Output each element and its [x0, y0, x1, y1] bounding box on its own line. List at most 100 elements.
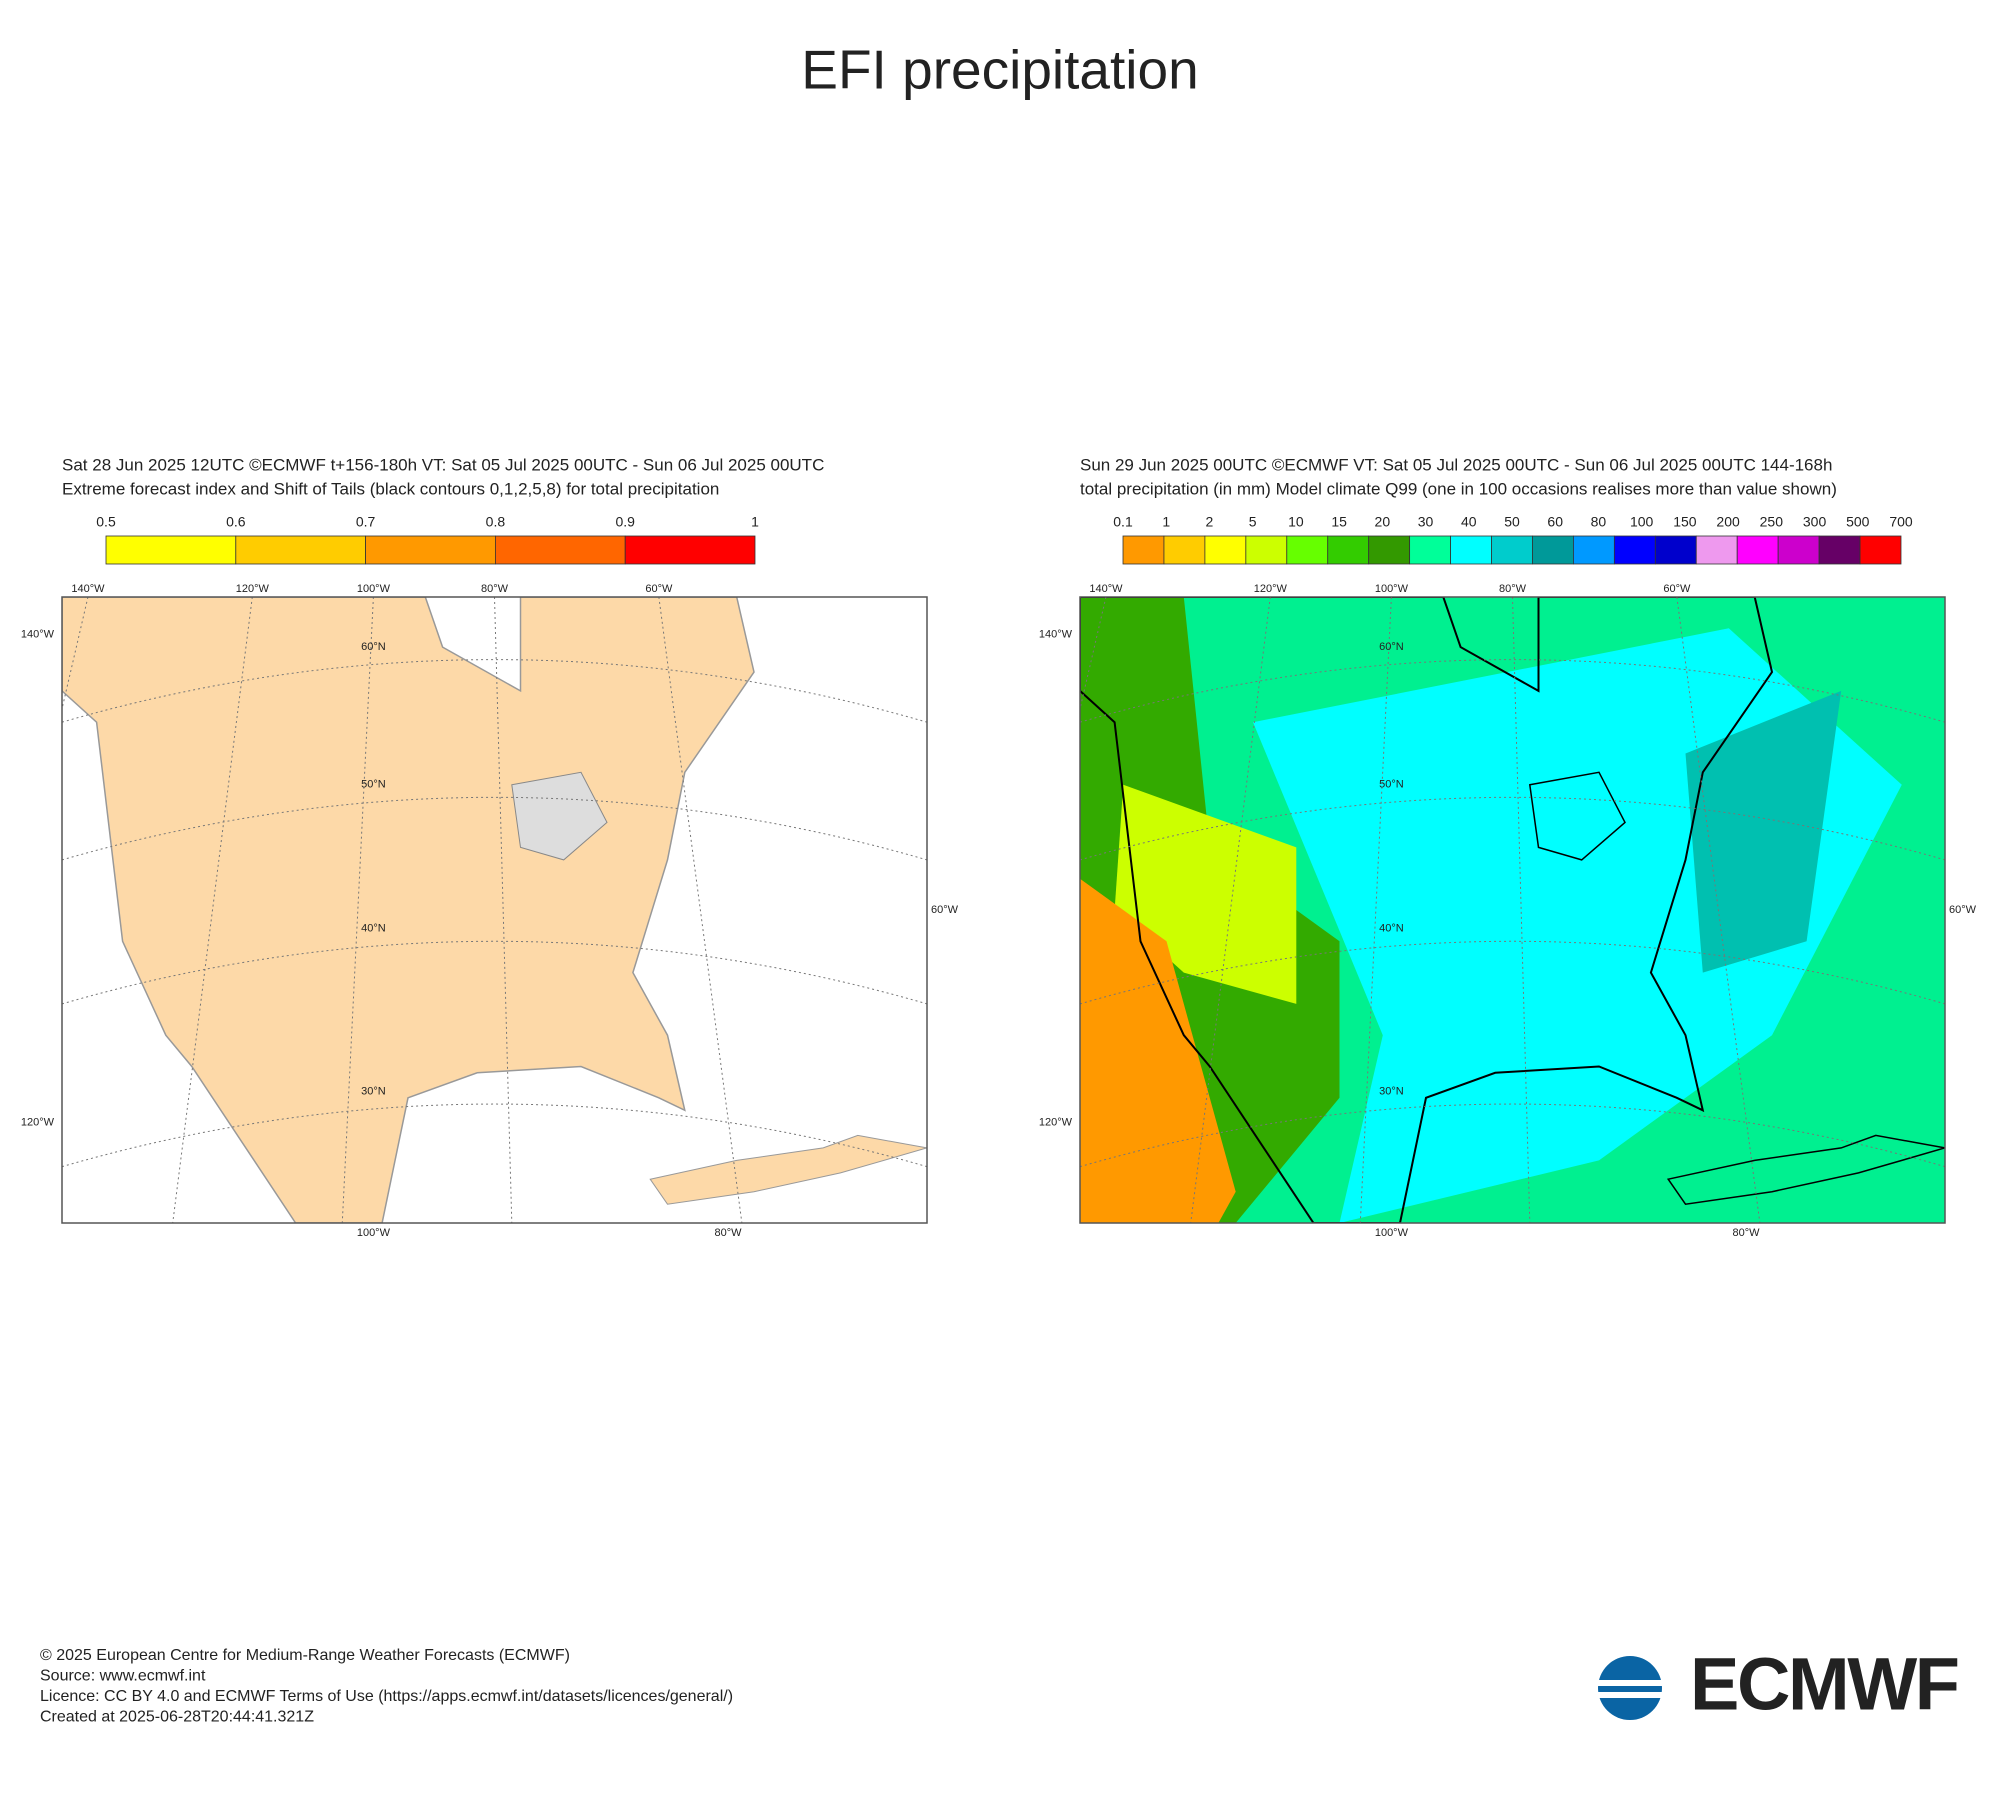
colorbar-label: 15: [1331, 514, 1347, 530]
colorbar-box: [235, 535, 367, 565]
colorbar-box: [1613, 535, 1656, 565]
colorbar-box: [1327, 535, 1370, 565]
coordinate-label: 140°W: [1089, 583, 1123, 595]
colorbar-label: 200: [1716, 514, 1740, 530]
graticule: [1676, 597, 1761, 1223]
colorbar-box: [1409, 535, 1451, 565]
coordinate-label: 30°N: [1379, 1085, 1404, 1097]
coordinate-label: 60°W: [931, 904, 959, 916]
colorbar-label: 5: [1249, 514, 1257, 530]
graticule: [658, 597, 743, 1223]
footer-line: Licence: CC BY 4.0 and ECMWF Terms of Us…: [40, 1688, 733, 1705]
colorbar-box: [1777, 535, 1820, 565]
colorbar-box: [494, 535, 626, 565]
colorbar-label: 700: [1889, 514, 1913, 530]
colorbar-label: 80: [1591, 514, 1607, 530]
colorbar-label: 0.6: [226, 514, 246, 530]
colorbar-label: 0.9: [615, 514, 635, 530]
colorbar-box: [1818, 535, 1861, 565]
land: [649, 1134, 927, 1205]
coordinate-label: 80°W: [1733, 1227, 1761, 1239]
colorbar-label: 1: [751, 514, 759, 530]
colorbar-box: [1654, 535, 1697, 565]
map-content: [62, 597, 927, 1223]
panel-header: total precipitation (in mm) Model climat…: [1080, 479, 1837, 498]
colorbar-box: [1450, 535, 1492, 565]
graticule: [1512, 597, 1531, 1223]
panel-header: Sat 28 Jun 2025 12UTC ©ECMWF t+156-180h …: [62, 455, 824, 474]
coastline: [1666, 1134, 1945, 1206]
colorbar-box: [1204, 535, 1247, 565]
colorbar-label: 60: [1547, 514, 1563, 530]
logo-icon-bar: [1596, 1692, 1666, 1698]
graticule: [172, 597, 253, 1223]
colorbar-box: [624, 535, 756, 565]
coordinate-label: 100°W: [357, 583, 391, 595]
precip-field: [1685, 690, 1842, 973]
footer-line: Source: www.ecmwf.int: [40, 1668, 206, 1685]
coordinate-label: 30°N: [361, 1085, 386, 1097]
page-title: EFI precipitation: [801, 39, 1198, 101]
coordinate-label: 60°W: [1663, 583, 1691, 595]
coordinate-label: 40°N: [361, 923, 386, 935]
coordinate-label: 50°N: [361, 779, 386, 791]
coordinate-label: 80°W: [481, 583, 509, 595]
coordinate-label: 60°W: [645, 583, 673, 595]
footer-line: Created at 2025-06-28T20:44:41.321Z: [40, 1709, 314, 1726]
lakes: [511, 771, 608, 861]
panel-header: Sun 29 Jun 2025 00UTC ©ECMWF VT: Sat 05 …: [1080, 455, 1832, 474]
colorbar-box: [1532, 535, 1574, 565]
coordinate-label: 120°W: [1039, 1117, 1073, 1129]
land: [62, 597, 755, 1223]
coastline: [1528, 771, 1626, 861]
coastline: [1080, 597, 1774, 1223]
coordinate-label: 120°W: [21, 1117, 55, 1129]
panel-header: Extreme forecast index and Shift of Tail…: [62, 479, 719, 498]
colorbar-label: 50: [1504, 514, 1520, 530]
colorbar-box: [365, 535, 496, 565]
colorbar-box: [1695, 535, 1738, 565]
colorbar-box: [1736, 535, 1779, 565]
coordinate-label: 60°W: [1949, 904, 1977, 916]
footer-line: © 2025 European Centre for Medium-Range …: [40, 1647, 570, 1664]
colorbar-label: 0.8: [486, 514, 506, 530]
colorbar-box: [105, 535, 237, 565]
colorbar-label: 1: [1162, 514, 1170, 530]
colorbar-box: [1286, 535, 1329, 565]
colorbar-label: 40: [1461, 514, 1477, 530]
coordinate-label: 100°W: [1375, 1227, 1409, 1239]
coordinate-label: 80°W: [715, 1227, 743, 1239]
map: [61, 596, 928, 1224]
coordinate-label: 100°W: [357, 1227, 391, 1239]
logo-text: ECMWF: [1690, 1643, 1960, 1726]
colorbar-box: [1491, 535, 1533, 565]
map-frame: [61, 596, 928, 1224]
coordinate-label: 120°W: [236, 583, 270, 595]
colorbar-box: [1163, 535, 1206, 565]
map-frame: [1079, 596, 1946, 1224]
colorbar-label: 10: [1288, 514, 1304, 530]
coordinate-label: 60°N: [361, 641, 386, 653]
colorbar-label: 20: [1375, 514, 1391, 530]
colorbar-label: 0.7: [356, 514, 376, 530]
colorbar-label: 2: [1206, 514, 1214, 530]
coordinate-label: 60°N: [1379, 641, 1404, 653]
logo-icon: [1598, 1656, 1662, 1720]
colorbar-label: 300: [1803, 514, 1827, 530]
graticule: [494, 597, 513, 1223]
map-content: [1080, 597, 1945, 1223]
coordinate-label: 50°N: [1379, 779, 1404, 791]
coordinate-label: 140°W: [1039, 628, 1073, 640]
colorbar-label: 250: [1760, 514, 1784, 530]
graticule: [1190, 597, 1271, 1223]
coordinate-label: 100°W: [1375, 583, 1409, 595]
colorbar-box: [1573, 535, 1615, 565]
colorbar-box: [1368, 535, 1411, 565]
coordinate-label: 140°W: [71, 583, 105, 595]
coordinate-label: 120°W: [1254, 583, 1288, 595]
colorbar-box: [1859, 535, 1902, 565]
colorbar-label: 30: [1418, 514, 1434, 530]
colorbar-box: [1245, 535, 1288, 565]
